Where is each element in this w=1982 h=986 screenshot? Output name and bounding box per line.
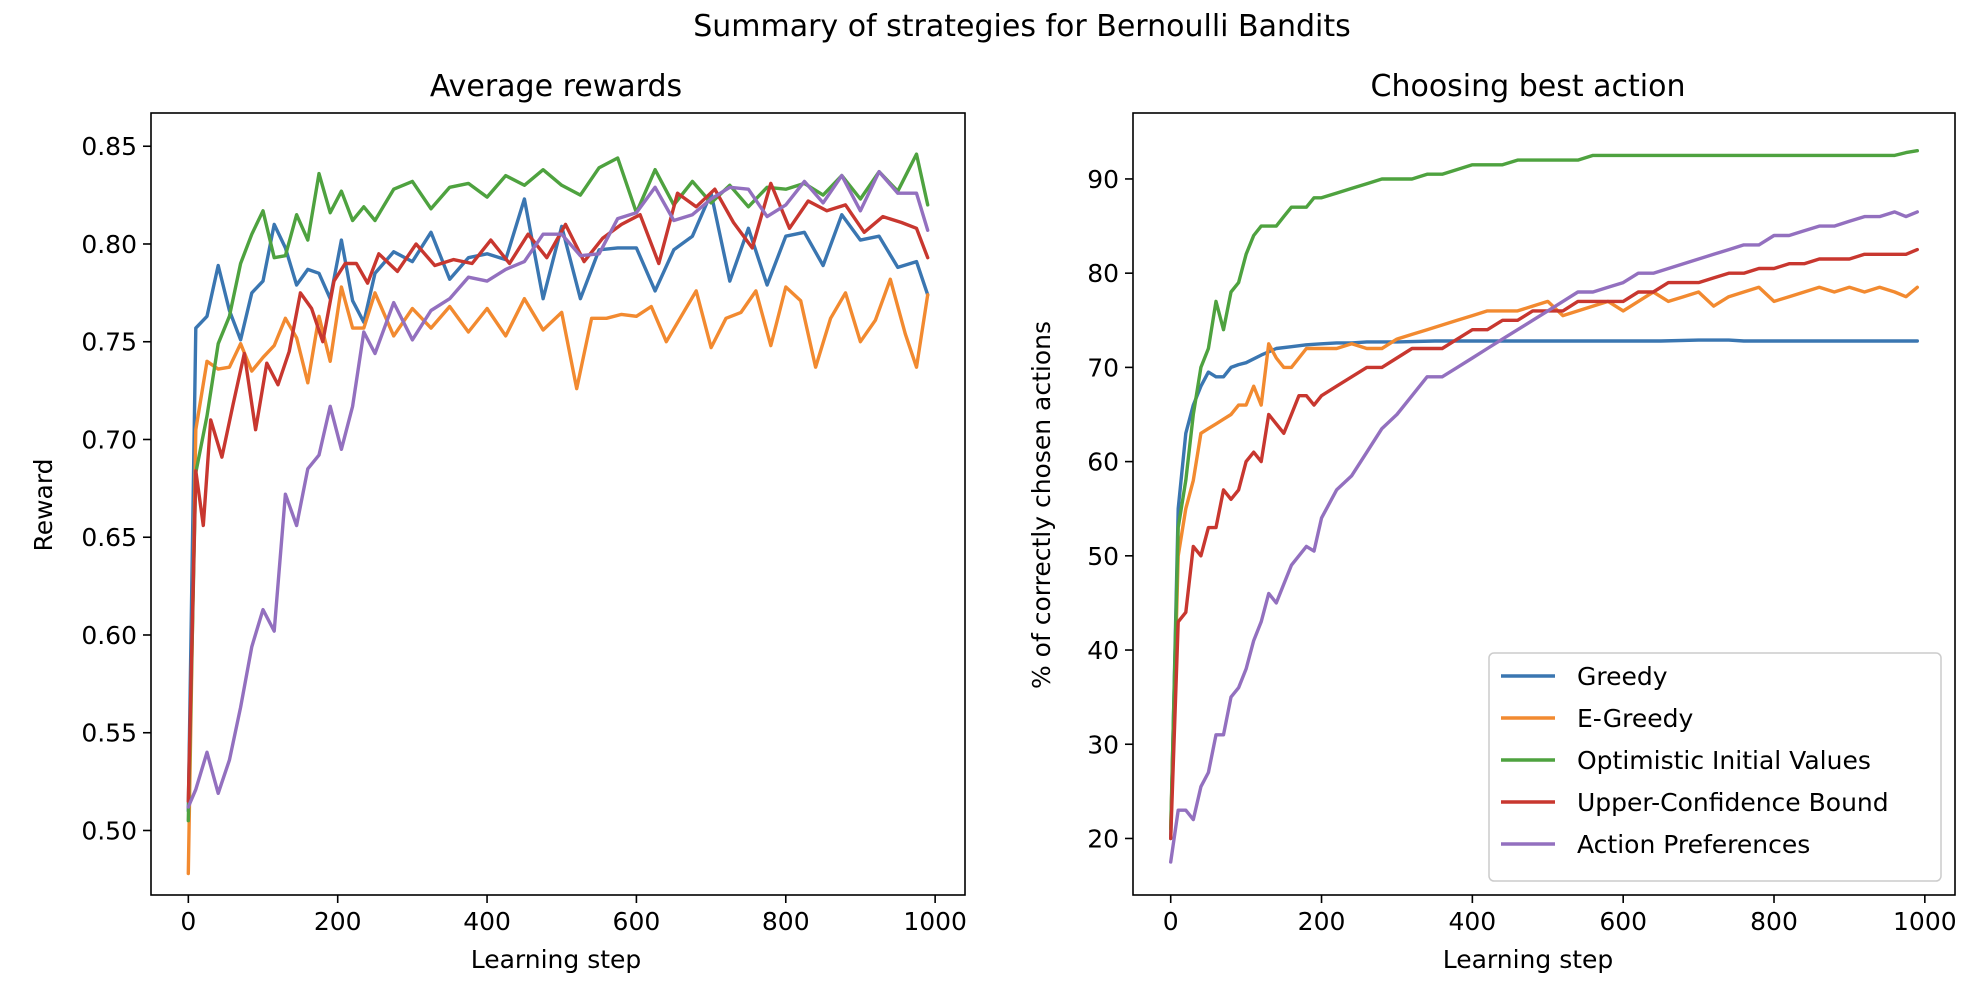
y-axis-label: Reward [29, 458, 58, 551]
y-tick-label: 0.75 [81, 328, 137, 357]
chart-title: Choosing best action [1371, 69, 1686, 104]
y-tick-label: 0.60 [81, 621, 137, 650]
legend-label: E-Greedy [1577, 704, 1693, 733]
x-tick-label: 400 [1448, 907, 1496, 936]
x-tick-label: 1000 [1893, 907, 1957, 936]
axes-frame [150, 112, 966, 896]
series-line-0 [1168, 338, 1920, 841]
axes-frame [1132, 112, 1956, 896]
series-line-2 [186, 152, 930, 823]
x-tick-label: 0 [180, 907, 196, 936]
figure-suptitle: Summary of strategies for Bernoulli Band… [693, 9, 1351, 44]
y-tick-label: 20 [1087, 824, 1119, 853]
chart-average-rewards: Average rewards 0 200 400 600 800 1000 0.50 0.5… [29, 69, 967, 974]
x-tick-label: 0 [1163, 907, 1179, 936]
y-tick-label: 0.65 [81, 523, 137, 552]
y-tick-label: 0.50 [81, 816, 137, 845]
x-tick-label: 400 [463, 907, 511, 936]
series-line-1 [186, 277, 930, 876]
series-line-3 [1168, 247, 1920, 841]
legend-label: Optimistic Initial Values [1577, 746, 1871, 775]
y-tick-label: 30 [1087, 730, 1119, 759]
y-tick-label: 60 [1087, 448, 1119, 477]
y-axis-label: % of correctly chosen actions [1027, 321, 1056, 689]
chart-choosing-best-action: Choosing best action 0 200 400 600 800 1000 20… [1027, 69, 1957, 974]
x-tick-label: 200 [314, 907, 362, 936]
x-tick-label: 800 [762, 907, 810, 936]
y-tick-label: 80 [1087, 259, 1119, 288]
x-tick-label: 600 [1599, 907, 1647, 936]
series-line-0 [186, 191, 930, 813]
x-tick-label: 800 [1750, 907, 1798, 936]
y-tick-label: 0.70 [81, 425, 137, 454]
y-tick-label: 0.55 [81, 719, 137, 748]
legend-label: Upper-Confidence Bound [1577, 788, 1889, 817]
y-tick-label: 70 [1087, 353, 1119, 382]
chart-title: Average rewards [430, 69, 682, 104]
series-line-1 [1168, 285, 1920, 831]
series-line-2 [1168, 148, 1920, 831]
series-line-3 [186, 181, 930, 803]
x-tick-label: 1000 [903, 907, 967, 936]
plot-area: 0 200 400 600 800 1000 20 30 40 50 60 70 80 90 Greedy E… [1087, 112, 1957, 936]
y-tick-label: 0.85 [81, 132, 137, 161]
x-axis-label: Learning step [471, 945, 642, 974]
series-line-4 [186, 169, 930, 809]
series-line-4 [1168, 210, 1920, 864]
legend: Greedy E-Greedy Optimistic Initial Values U… [1488, 652, 1942, 882]
legend-label: Greedy [1577, 662, 1668, 691]
x-tick-label: 600 [613, 907, 661, 936]
legend-box [1488, 652, 1942, 882]
x-axis-label: Learning step [1443, 945, 1614, 974]
plot-area: 0 200 400 600 800 1000 0.50 0.55 0.60 0.65 0.70 0.7… [81, 112, 967, 936]
y-tick-label: 50 [1087, 542, 1119, 571]
legend-label: Action Preferences [1577, 830, 1810, 859]
y-tick-label: 0.80 [81, 230, 137, 259]
x-tick-label: 200 [1298, 907, 1346, 936]
y-tick-label: 40 [1087, 636, 1119, 665]
y-tick-label: 90 [1087, 165, 1119, 194]
